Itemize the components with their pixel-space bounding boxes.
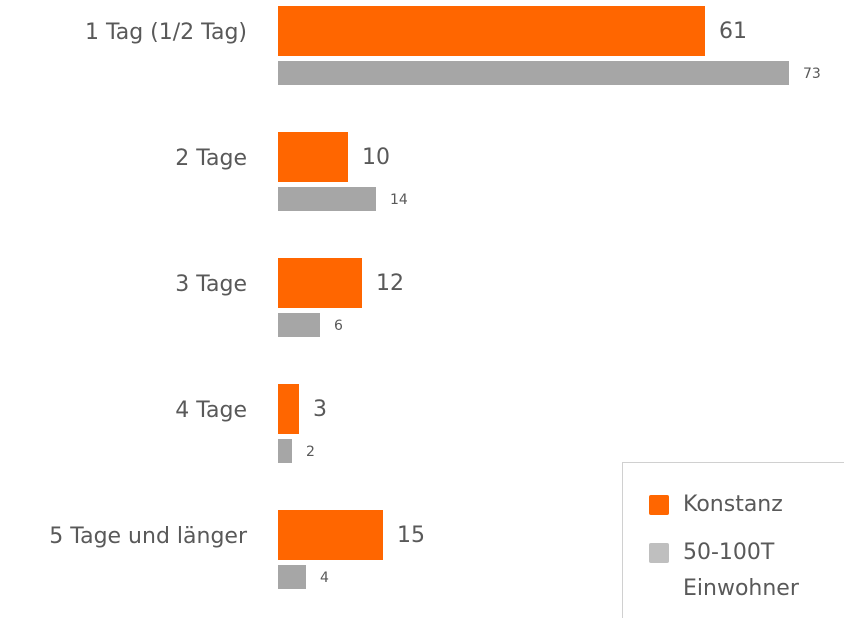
value-label: 6 <box>334 318 343 334</box>
category-label: 3 Tage <box>175 272 247 297</box>
category-label: 4 Tage <box>175 398 247 423</box>
bar <box>278 313 320 337</box>
bar <box>278 6 705 56</box>
legend-label: 50-100T Einwohner <box>683 540 799 601</box>
value-label: 61 <box>719 19 747 44</box>
legend-item: Konstanz <box>649 491 833 523</box>
bar <box>278 384 299 434</box>
value-label: 3 <box>313 397 327 422</box>
bar <box>278 439 292 463</box>
value-label: 15 <box>397 523 425 548</box>
bar <box>278 61 789 85</box>
category-label: 2 Tage <box>175 146 247 171</box>
bar <box>278 187 376 211</box>
value-label: 14 <box>390 192 408 208</box>
bar <box>278 510 383 560</box>
legend-label: Konstanz <box>683 492 783 517</box>
value-label: 73 <box>803 66 821 82</box>
bar <box>278 132 348 182</box>
bar <box>278 258 362 308</box>
legend-item: 50-100T Einwohner <box>649 539 803 607</box>
bar <box>278 565 306 589</box>
category-label: 5 Tage und länger <box>49 524 248 549</box>
legend-swatch <box>649 495 669 515</box>
category-label: 1 Tag (1/2 Tag) <box>85 20 247 45</box>
legend-swatch <box>649 543 669 563</box>
value-label: 2 <box>306 444 315 460</box>
value-label: 12 <box>376 271 404 296</box>
value-label: 4 <box>320 570 329 586</box>
legend: Konstanz 50-100T Einwohner <box>622 462 844 618</box>
value-label: 10 <box>362 145 390 170</box>
